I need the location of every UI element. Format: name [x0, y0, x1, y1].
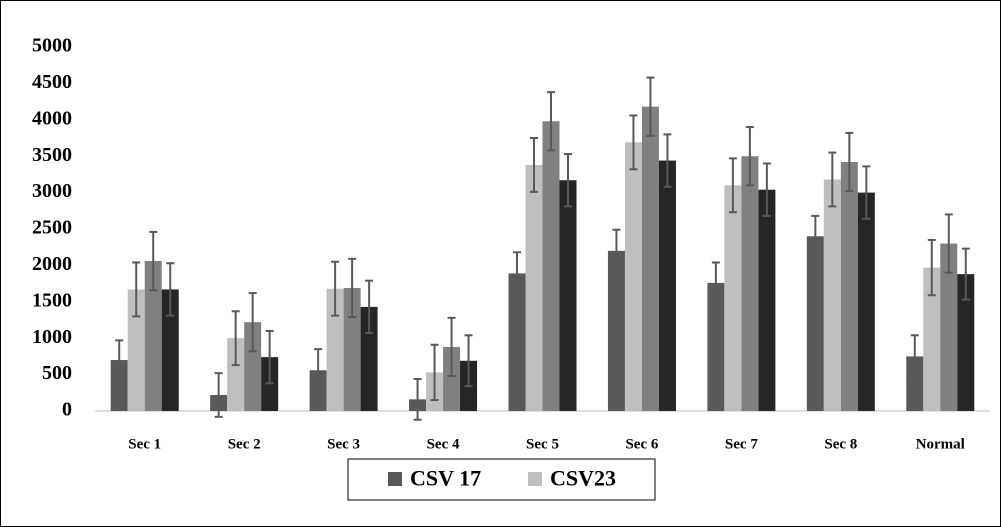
bar [806, 236, 824, 411]
bar [244, 322, 262, 411]
error-bar [214, 372, 223, 418]
bar [624, 142, 642, 412]
bar [227, 338, 245, 411]
error-bar [365, 279, 374, 335]
error-bar [811, 214, 820, 258]
error-bar [314, 348, 323, 393]
error-bar [944, 213, 953, 274]
y-tick-label: 3500 [32, 144, 72, 166]
bar [144, 261, 162, 411]
x-tick-label: Sec 7 [725, 436, 758, 452]
y-tick-label: 5000 [32, 35, 72, 57]
y-tick-label: 4500 [32, 71, 72, 93]
bar [443, 346, 461, 411]
y-tick-label: 0 [62, 399, 72, 421]
bar [923, 267, 941, 411]
error-bar [413, 377, 422, 421]
error-bar [745, 126, 754, 187]
error-bar [663, 133, 672, 188]
bar [525, 164, 543, 411]
error-bar [265, 329, 274, 385]
error-bar [547, 91, 555, 152]
bar [857, 192, 875, 411]
error-bar [348, 257, 357, 319]
x-tick-label: Sec 6 [625, 436, 658, 452]
error-bar [115, 339, 124, 381]
bar [343, 287, 361, 411]
error-bar [513, 251, 521, 296]
bar [823, 179, 841, 411]
error-bar [862, 165, 871, 220]
bar [957, 274, 975, 411]
y-tick-label: 500 [42, 362, 72, 384]
y-tick-label: 2500 [32, 217, 72, 239]
error-bar [430, 343, 439, 402]
bar [840, 162, 858, 411]
error-bar [331, 260, 340, 317]
error-bar [711, 261, 720, 305]
bar [658, 160, 676, 411]
error-bar [828, 151, 837, 208]
error-bar [132, 261, 141, 318]
x-tick-label: Sec 4 [427, 436, 460, 452]
bar [542, 121, 560, 412]
bar [641, 106, 659, 412]
x-tick-label: Sec 1 [128, 436, 161, 452]
error-bar [612, 228, 621, 273]
bar [724, 185, 742, 411]
bar [127, 289, 145, 411]
y-tick-label: 4000 [32, 107, 72, 129]
bar [741, 156, 759, 411]
error-bar [910, 334, 919, 379]
legend-swatch [388, 472, 402, 486]
y-tick-label: 3000 [32, 180, 72, 202]
bar [559, 180, 577, 411]
error-bar [927, 238, 936, 297]
bar [360, 306, 378, 411]
error-bar [564, 153, 572, 208]
y-tick-label: 2000 [32, 253, 72, 275]
y-tick-label: 1000 [32, 326, 72, 348]
error-bar [961, 247, 970, 301]
bar [161, 289, 179, 411]
error-bar [530, 137, 538, 193]
x-tick-label: Sec 8 [824, 436, 857, 452]
error-bar [728, 157, 737, 214]
x-tick-label: Sec 2 [228, 436, 261, 452]
error-bar [248, 292, 257, 353]
bar [508, 273, 526, 411]
x-tick-label: Sec 5 [526, 436, 559, 452]
y-tick-label: 1500 [32, 289, 72, 311]
legend-swatch [528, 472, 542, 486]
error-bar [629, 114, 638, 171]
error-bar [231, 310, 240, 367]
legend-label: CSV23 [550, 466, 616, 491]
bar [326, 288, 344, 411]
error-bar [447, 316, 456, 378]
error-bar [646, 76, 655, 137]
bar [110, 360, 128, 411]
error-bar [149, 230, 158, 292]
error-bar [166, 262, 175, 317]
x-tick-label: Normal [916, 436, 965, 452]
bar [758, 189, 776, 411]
x-tick-label: Sec 3 [327, 436, 360, 452]
bar [940, 243, 958, 411]
bar [607, 250, 625, 411]
error-bar [762, 162, 771, 217]
error-bar [464, 334, 473, 388]
bar [707, 282, 725, 411]
legend-label: CSV 17 [410, 466, 481, 491]
bar [906, 356, 924, 411]
error-bar [845, 131, 854, 193]
